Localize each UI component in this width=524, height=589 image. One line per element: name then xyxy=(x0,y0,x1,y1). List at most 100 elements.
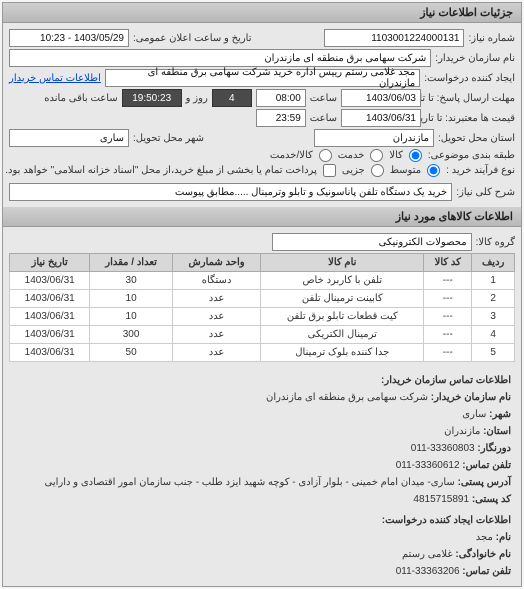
table-cell: ترمینال الکتریکی xyxy=(261,326,424,344)
contact-title: اطلاعات تماس سازمان خریدار: xyxy=(381,375,511,386)
buyer-name-label: نام سازمان خریدار: xyxy=(435,53,515,64)
postal-value: 4815715891 xyxy=(413,494,469,505)
requester-label: ایجاد کننده درخواست: xyxy=(424,73,515,84)
process-label: نوع فرآیند خرید : xyxy=(446,165,515,176)
lname-value: غلامی رستم xyxy=(402,549,453,560)
table-cell: --- xyxy=(424,290,472,308)
buyer-name-field: شرکت سهامی برق منطقه ای مازندران xyxy=(9,49,431,67)
table-cell: 2 xyxy=(472,290,515,308)
deliver-city-field: ساری xyxy=(9,129,129,147)
addr-value: ساری- میدان امام خمینی - بلوار آزادی - ک… xyxy=(45,477,455,488)
contact-block: اطلاعات تماس سازمان خریدار: نام سازمان خ… xyxy=(3,366,521,586)
remain-days-label: روز و xyxy=(186,93,208,104)
pay-note-label: پرداخت تمام یا بخشی از مبلغ خرید،از محل … xyxy=(5,165,317,176)
deliver-city-label: شهر محل تحویل: xyxy=(133,133,204,144)
service-radio[interactable] xyxy=(370,149,383,162)
fname-value: مجد xyxy=(476,532,493,543)
creator-title: اطلاعات ایجاد کننده درخواست: xyxy=(382,515,511,526)
partial-radio[interactable] xyxy=(371,164,384,177)
table-cell: 1 xyxy=(472,272,515,290)
cphone-value: 33363206-011 xyxy=(396,566,460,577)
table-cell: 30 xyxy=(90,272,173,290)
table-cell: 10 xyxy=(90,290,173,308)
org-value: شرکت سهامی برق منطقه ای مازندران xyxy=(266,392,428,403)
addr-label: آدرس پستی: xyxy=(458,477,511,488)
table-row[interactable]: 2---کابینت ترمینال تلفنعدد101403/06/31 xyxy=(10,290,515,308)
table-cell: عدد xyxy=(172,308,260,326)
announce-field: 1403/05/29 - 10:23 xyxy=(9,29,129,47)
fname-label: نام: xyxy=(496,532,511,543)
general-form: شماره نیاز: 1103001224000131 تاریخ و ساع… xyxy=(3,23,521,207)
goods-radio[interactable] xyxy=(409,149,422,162)
lname-label: نام خانوادگی: xyxy=(455,549,511,560)
subject-label: شرح کلی نیاز: xyxy=(456,187,515,198)
table-cell: --- xyxy=(424,344,472,362)
table-row[interactable]: 3---کیت قطعات تابلو برق تلفنعدد101403/06… xyxy=(10,308,515,326)
table-cell: 50 xyxy=(90,344,173,362)
table-cell: 1403/06/31 xyxy=(10,326,90,344)
table-header: تعداد / مقدار xyxy=(90,254,173,272)
table-cell: 4 xyxy=(472,326,515,344)
table-header: کد کالا xyxy=(424,254,472,272)
deadline-date-field: 1403/06/03 xyxy=(341,89,421,107)
category-label: گروه کالا: xyxy=(476,237,515,248)
cphone-label: تلفن تماس: xyxy=(462,566,511,577)
table-row[interactable]: 5---جدا کننده بلوک ترمینالعدد501403/06/3… xyxy=(10,344,515,362)
fax-label: دورنگار: xyxy=(477,443,511,454)
remain-days-field: 4 xyxy=(212,89,252,107)
price-date-field: 1403/06/31 xyxy=(341,109,421,127)
time-label-2: ساعت xyxy=(310,113,337,124)
table-cell: --- xyxy=(424,308,472,326)
table-cell: تلفن با کاربرد خاص xyxy=(261,272,424,290)
budget-label: طبقه بندی موضوعی: xyxy=(428,150,515,161)
table-row[interactable]: 1---تلفن با کاربرد خاصدستگاه301403/06/31 xyxy=(10,272,515,290)
main-panel: جزئیات اطلاعات نیاز شماره نیاز: 11030012… xyxy=(2,2,522,587)
postal-label: کد پستی: xyxy=(472,494,511,505)
table-cell: کابینت ترمینال تلفن xyxy=(261,290,424,308)
table-cell: --- xyxy=(424,326,472,344)
table-header: نام کالا xyxy=(261,254,424,272)
deadline-label: مهلت ارسال پاسخ: تا تاریخ: xyxy=(425,93,515,104)
table-cell: 1403/06/31 xyxy=(10,344,90,362)
table-cell: 5 xyxy=(472,344,515,362)
category-field: محصولات الکترونیکی xyxy=(272,233,472,251)
price-valid-label: قیمت ها معتبرند: تا تاریخ: xyxy=(425,113,515,124)
deliver-province-label: استان محل تحویل: xyxy=(438,133,515,144)
table-cell: 300 xyxy=(90,326,173,344)
goods-service-radio[interactable] xyxy=(319,149,332,162)
table-cell: کیت قطعات تابلو برق تلفن xyxy=(261,308,424,326)
price-time-field: 23:59 xyxy=(256,109,306,127)
pay-note-checkbox[interactable] xyxy=(323,164,336,177)
table-cell: عدد xyxy=(172,344,260,362)
requester-field: مجد غلامی رستم رییس اداره خرید شرکت سهام… xyxy=(105,69,420,87)
table-cell: 3 xyxy=(472,308,515,326)
remain-time-field: 19:50:23 xyxy=(122,89,182,107)
goods-table: ردیفکد کالانام کالاواحد شمارشتعداد / مقد… xyxy=(9,253,515,362)
table-cell: 1403/06/31 xyxy=(10,290,90,308)
table-cell: عدد xyxy=(172,290,260,308)
time-label-1: ساعت xyxy=(310,93,337,104)
table-header: واحد شمارش xyxy=(172,254,260,272)
panel-title: جزئیات اطلاعات نیاز xyxy=(3,3,521,23)
fax-value: 33360803-011 xyxy=(411,443,475,454)
province-value: مازندران xyxy=(444,426,480,437)
partial-radio-label: جزیی xyxy=(342,165,365,176)
goods-title: اطلاعات کالاهای مورد نیاز xyxy=(3,207,521,227)
subject-field: خرید یک دستگاه تلفن پاناسونیک و تابلو وت… xyxy=(9,183,452,201)
table-cell: --- xyxy=(424,272,472,290)
goods-radio-label: کالا xyxy=(389,150,403,161)
deadline-time-field: 08:00 xyxy=(256,89,306,107)
table-cell: 1403/06/31 xyxy=(10,308,90,326)
table-row[interactable]: 4---ترمینال الکتریکیعدد3001403/06/31 xyxy=(10,326,515,344)
table-cell: 10 xyxy=(90,308,173,326)
medium-radio-label: متوسط xyxy=(390,165,421,176)
table-cell: جدا کننده بلوک ترمینال xyxy=(261,344,424,362)
buyer-contact-link[interactable]: اطلاعات تماس خریدار xyxy=(9,73,101,84)
need-no-label: شماره نیاز: xyxy=(468,33,515,44)
medium-radio[interactable] xyxy=(427,164,440,177)
table-cell: دستگاه xyxy=(172,272,260,290)
phone-value: 33360612-011 xyxy=(396,460,460,471)
service-radio-label: خدمت xyxy=(338,150,365,161)
table-header: تاریخ نیاز xyxy=(10,254,90,272)
phone-label: تلفن تماس: xyxy=(462,460,511,471)
